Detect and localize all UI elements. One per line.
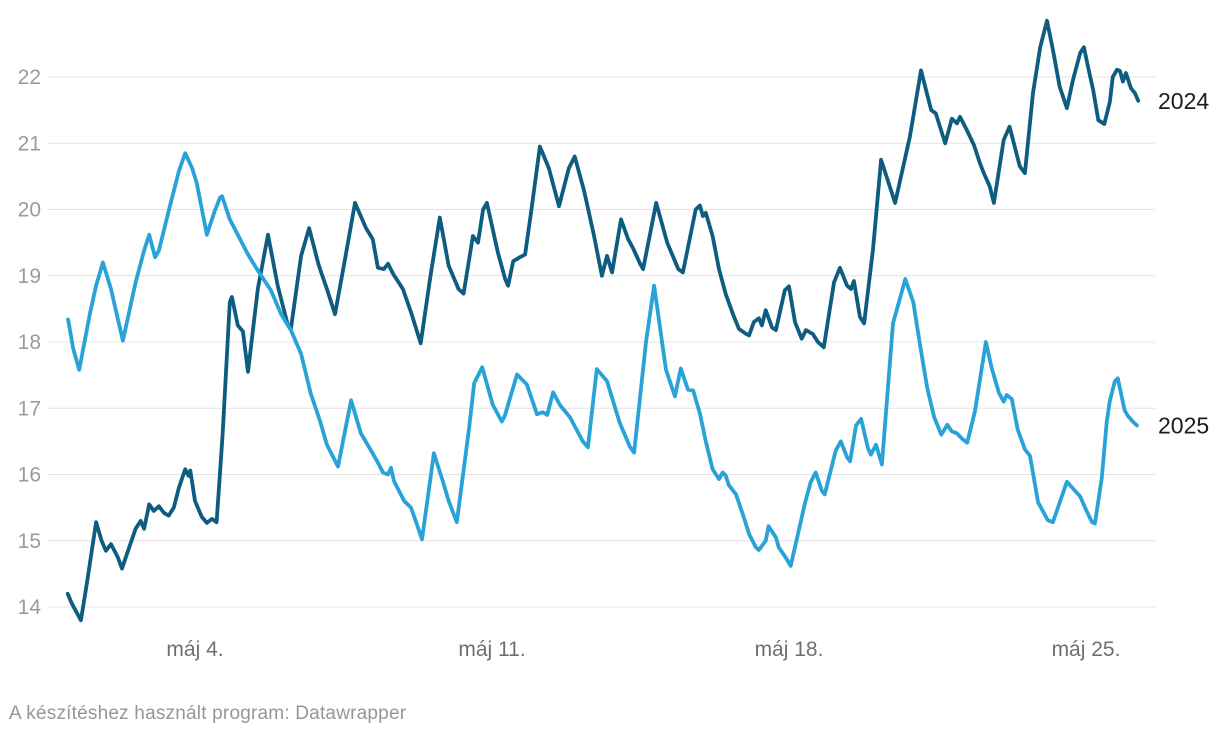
x-tick-label: máj 25. <box>1052 638 1121 661</box>
x-tick-label: máj 11. <box>458 638 525 661</box>
series-label-2025: 2025 <box>1158 413 1209 439</box>
line-chart-canvas: 14 15 16 17 18 19 20 21 22 máj 4. máj 11. máj 18. má… <box>18 18 1209 661</box>
series-line-2024 <box>65 18 1141 623</box>
attribution-text: A készítéshez használt program: Datawrap… <box>9 703 407 724</box>
y-tick-label: 21 <box>18 132 41 155</box>
series-line-2025 <box>66 151 1139 568</box>
y-tick-label: 17 <box>18 397 41 420</box>
y-tick-label: 16 <box>18 464 41 487</box>
x-tick-label: máj 18. <box>755 638 824 661</box>
series-label-2024: 2024 <box>1158 88 1209 114</box>
y-tick-label: 19 <box>18 265 41 288</box>
x-tick-label: máj 4. <box>166 638 223 661</box>
y-tick-label: 18 <box>18 331 41 354</box>
y-tick-label: 14 <box>18 596 42 619</box>
y-tick-label: 20 <box>18 199 41 222</box>
y-tick-label: 15 <box>18 530 41 553</box>
y-tick-label: 22 <box>18 66 41 89</box>
